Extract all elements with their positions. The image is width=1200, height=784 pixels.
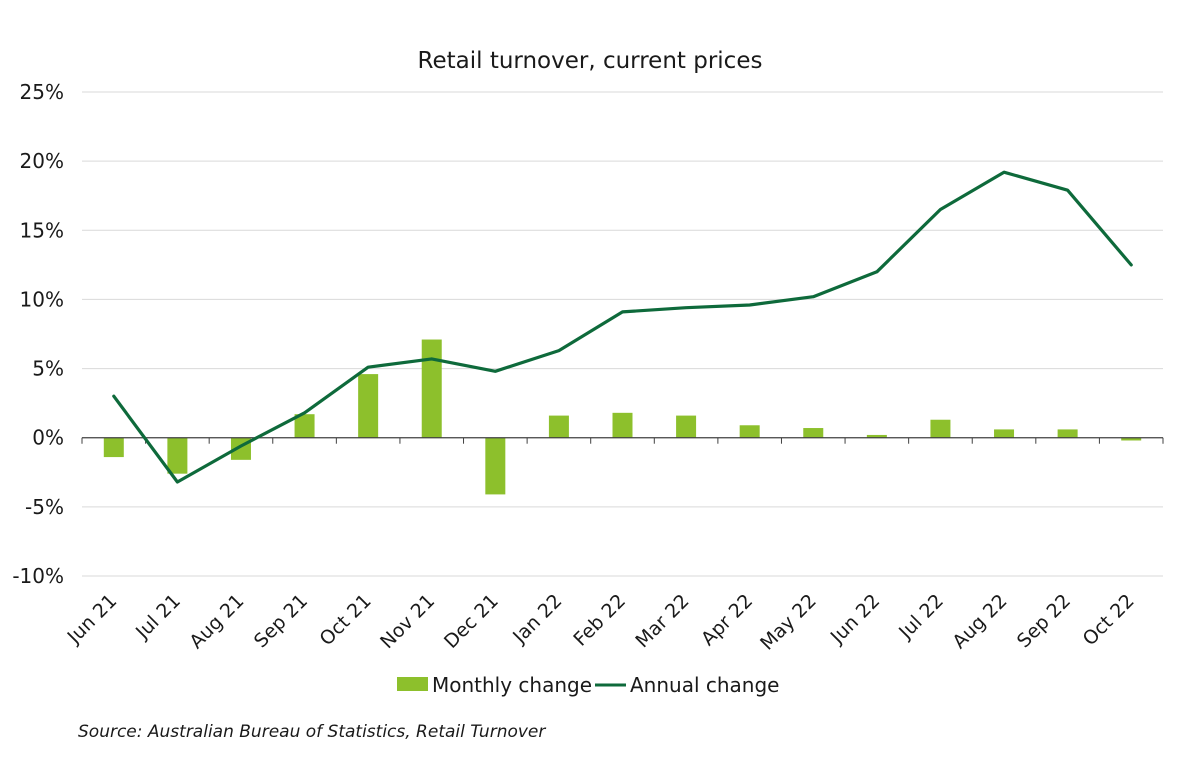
monthly-change-bar — [866, 434, 887, 438]
monthly-change-bar — [612, 412, 633, 438]
y-tick-label: 0% — [32, 426, 64, 450]
x-tick-label: Jun 21 — [63, 590, 122, 649]
legend-label-annual-change: Annual change — [630, 673, 779, 697]
gridlines — [82, 91, 1163, 577]
monthly-change-bar — [994, 429, 1015, 438]
x-tick-label: Aug 22 — [948, 590, 1011, 653]
monthly-change-bar — [803, 428, 824, 438]
y-tick-label: 10% — [20, 287, 64, 311]
x-tick-label: Oct 22 — [1079, 590, 1139, 650]
x-tick-label: Aug 21 — [185, 590, 248, 653]
legend: Monthly change Annual change — [397, 673, 779, 697]
monthly-change-bar — [358, 374, 379, 438]
monthly-change-bar — [294, 414, 315, 438]
y-axis-ticks: -10% -5% 0% 5% 10% 15% 20% 25% — [12, 80, 64, 588]
legend-label-monthly-change: Monthly change — [432, 673, 592, 697]
x-tick-label: Apr 22 — [697, 590, 757, 650]
x-tick-label: Dec 21 — [440, 590, 503, 653]
y-tick-label: -10% — [12, 564, 64, 588]
x-tick-label: Jul 22 — [894, 590, 948, 644]
x-tick-label: Sep 22 — [1013, 590, 1075, 652]
x-tick-label: May 22 — [756, 590, 821, 655]
monthly-change-bar — [930, 419, 951, 438]
monthly-change-bars — [103, 339, 1142, 495]
x-axis-ticks: Jun 21 Jul 21 Aug 21 Sep 21 Oct 21 Nov 21 Dec … — [63, 590, 1139, 655]
y-tick-label: -5% — [25, 495, 64, 519]
x-tick-label: Nov 21 — [376, 590, 439, 653]
y-tick-label: 20% — [20, 149, 64, 173]
chart-title: Retail turnover, current prices — [418, 48, 763, 74]
monthly-change-bar — [1121, 437, 1142, 441]
source-note: Source: Australian Bureau of Statistics,… — [78, 722, 546, 742]
monthly-change-bar — [1057, 429, 1078, 438]
annual-change-line-group — [112, 170, 1133, 484]
monthly-change-bar — [167, 437, 188, 474]
x-tick-label: Oct 21 — [316, 590, 376, 650]
y-tick-label: 15% — [20, 218, 64, 242]
y-tick-label: 5% — [32, 357, 64, 381]
monthly-change-bar — [485, 437, 506, 495]
monthly-change-bar — [548, 415, 569, 438]
y-tick-label: 25% — [20, 80, 64, 104]
x-tick-label: Jan 22 — [508, 590, 566, 648]
monthly-change-bar — [676, 415, 697, 438]
x-tick-label: Jun 22 — [826, 590, 885, 649]
legend-swatch-monthly-change — [397, 677, 428, 691]
x-tick-label: Jul 21 — [131, 590, 185, 644]
monthly-change-bar — [421, 339, 442, 438]
monthly-change-bar — [739, 425, 760, 438]
x-tick-label: Feb 22 — [569, 590, 630, 651]
annual-change-line — [112, 170, 1133, 484]
x-tick-label: Mar 22 — [631, 590, 693, 652]
x-tick-label: Sep 21 — [250, 590, 312, 652]
monthly-change-bar — [103, 437, 124, 458]
